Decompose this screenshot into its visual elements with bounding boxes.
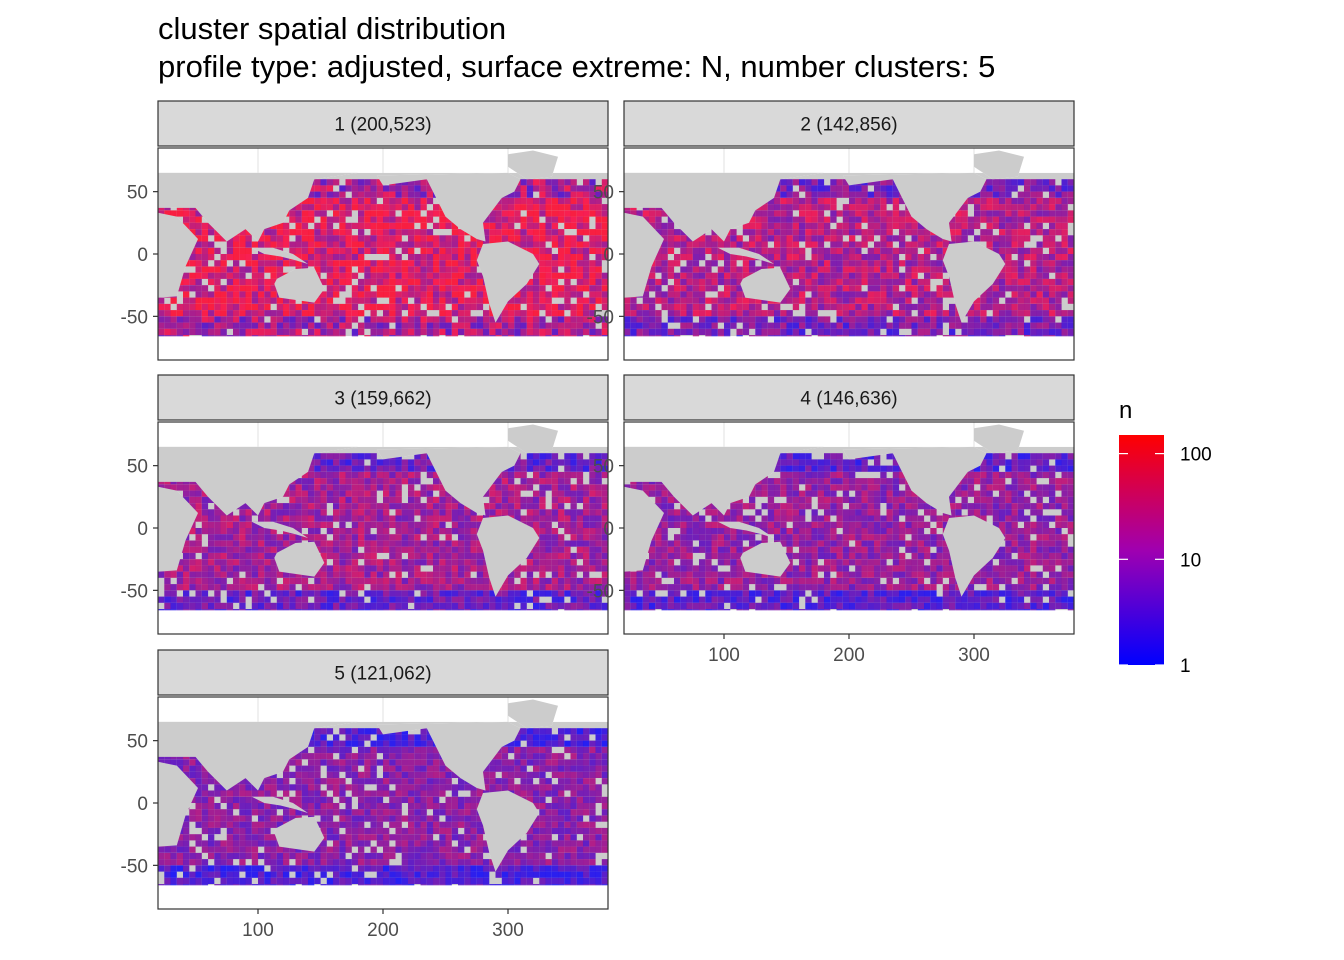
continent — [508, 699, 558, 729]
facet-strip — [623, 100, 1075, 147]
continent — [740, 541, 791, 577]
facet-panel-5: 5 (121,062) 50 0 -50 100 200 300 — [121, 649, 609, 941]
continent — [974, 424, 1024, 454]
x-tick-label: 300 — [492, 920, 524, 941]
continent — [376, 172, 521, 242]
x-tick-label: 200 — [833, 645, 865, 666]
facet-plot-area — [157, 421, 609, 635]
facet-strip — [623, 374, 1075, 421]
y-tick-label: 50 — [127, 183, 148, 204]
y-tick-label: 0 — [137, 245, 148, 266]
continent — [624, 212, 664, 298]
facet-strip-label: 3 (159,662) — [334, 389, 431, 410]
continent — [274, 541, 325, 577]
facet-panel-3: 3 (159,662) 50 0 -50 — [121, 374, 609, 635]
y-tick-label: 0 — [603, 245, 614, 266]
facet-plot-area — [157, 696, 609, 910]
facet-strip-label: 4 (146,636) — [800, 389, 897, 410]
continent — [274, 267, 325, 303]
facet-strip-label: 1 (200,523) — [334, 115, 431, 136]
facet-strip — [157, 100, 609, 147]
continent — [158, 486, 198, 572]
continent — [717, 247, 774, 264]
continent — [476, 790, 540, 872]
y-tick-label: 0 — [137, 794, 148, 815]
facet-plot-area — [623, 421, 1075, 635]
continent — [158, 721, 358, 791]
continent — [624, 172, 824, 242]
facet-strip — [157, 649, 609, 696]
y-tick-label: 50 — [127, 457, 148, 478]
continent — [942, 241, 1006, 323]
continent — [476, 515, 540, 597]
continent — [974, 150, 1024, 180]
continent — [624, 446, 824, 516]
continent — [508, 424, 558, 454]
continent — [624, 486, 664, 572]
continent — [717, 521, 774, 538]
legend-break-label: 100 — [1180, 445, 1212, 466]
y-tick-label: -50 — [121, 307, 148, 328]
continent — [251, 796, 308, 813]
facet-strip — [157, 374, 609, 421]
facet-panel-2: 2 (142,856) 50 0 -50 — [587, 100, 1075, 361]
continent — [274, 816, 325, 852]
chart-subtitle: profile type: adjusted, surface extreme:… — [158, 49, 996, 84]
chart-title: cluster spatial distribution — [158, 11, 507, 46]
y-tick-label: 0 — [137, 519, 148, 540]
x-tick-label: 100 — [242, 920, 274, 941]
continent — [251, 247, 308, 264]
y-tick-label: -50 — [587, 307, 614, 328]
x-tick-label: 100 — [708, 645, 740, 666]
y-tick-label: 50 — [127, 732, 148, 753]
x-tick-label: 200 — [367, 920, 399, 941]
facet-strip-label: 2 (142,856) — [800, 115, 897, 136]
facet-panel-1: 1 (200,523) 50 0 -50 — [121, 100, 609, 361]
y-tick-label: 50 — [593, 183, 614, 204]
legend-break-label: 10 — [1180, 550, 1201, 571]
facet-panel-4: 4 (146,636) 50 0 -50 100 200 300 — [587, 374, 1075, 666]
continent — [158, 761, 198, 847]
y-tick-label: -50 — [121, 581, 148, 602]
facet-plot-area — [623, 147, 1075, 361]
continent — [376, 446, 521, 516]
legend-title: n — [1119, 397, 1132, 424]
continent — [842, 446, 987, 516]
continent — [376, 721, 521, 791]
continent — [251, 521, 308, 538]
continent — [942, 515, 1006, 597]
y-tick-label: 0 — [603, 519, 614, 540]
heat-cells — [158, 453, 609, 616]
continent — [476, 241, 540, 323]
continent — [508, 150, 558, 180]
continent — [740, 267, 791, 303]
legend-break-label: 1 — [1180, 656, 1191, 677]
continent — [842, 172, 987, 242]
facet-strip-label: 5 (121,062) — [334, 664, 431, 685]
x-tick-label: 300 — [958, 645, 990, 666]
legend-colorbar — [1119, 435, 1164, 665]
fill-legend: n 1 10 100 — [1119, 397, 1212, 677]
y-tick-label: -50 — [121, 856, 148, 877]
continent — [158, 172, 358, 242]
y-tick-label: 50 — [593, 457, 614, 478]
continent — [158, 212, 198, 298]
y-tick-label: -50 — [587, 581, 614, 602]
facet-plot-area — [157, 147, 609, 361]
continent — [158, 446, 358, 516]
